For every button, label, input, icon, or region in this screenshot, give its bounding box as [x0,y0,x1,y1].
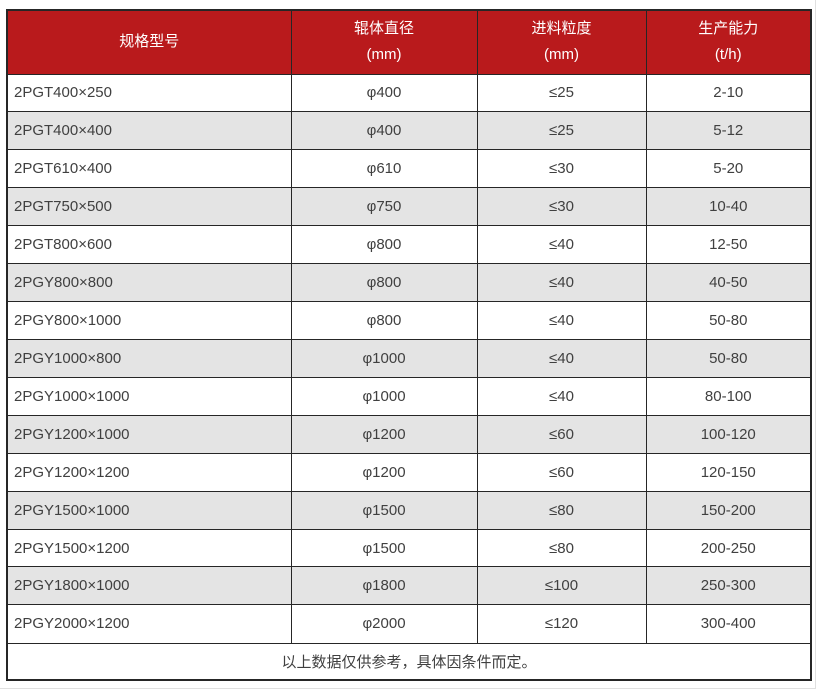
table-row: 2PGT610×400 φ610 ≤30 5-20 [6,149,812,189]
column-header-label: 生产能力 [698,20,759,38]
table-row: 2PGY800×1000 φ800 ≤40 50-80 [6,301,812,340]
value-cell: φ400 [290,111,478,151]
table-footer: 以上数据仅供参考，具体因条件而定。 [6,642,812,681]
value-cell: ≤30 [476,149,647,189]
value-cell: φ1200 [290,414,478,454]
value-cell: ≤30 [476,187,647,227]
header-row: 规格型号 辊体直径 (mm) 进料粒度 (mm) 生产能力 (t/h) [6,9,812,75]
value-cell: φ1200 [290,452,478,492]
model-cell: 2PGT750×500 [6,187,292,227]
value-cell: 250-300 [645,566,812,606]
table-row: 2PGY1500×1000 φ1500 ≤80 150-200 [6,490,812,530]
value-cell: φ1000 [290,376,478,416]
column-header-3: 生产能力 (t/h) [645,9,812,75]
model-cell: 2PGY1200×1000 [6,414,292,454]
value-cell: ≤25 [476,111,647,151]
value-cell: φ750 [290,187,478,227]
spec-table: 规格型号 辊体直径 (mm) 进料粒度 (mm) 生产能力 (t/h) 2PGT400×25… [6,9,812,681]
model-cell: 2PGY2000×1200 [6,604,292,644]
model-cell: 2PGT610×400 [6,149,292,189]
column-header-label: 辊体直径 [353,20,414,38]
table-header: 规格型号 辊体直径 (mm) 进料粒度 (mm) 生产能力 (t/h) [6,9,812,75]
model-cell: 2PGY1000×1000 [6,376,292,416]
column-header-1: 辊体直径 (mm) [290,9,478,75]
value-cell: ≤40 [476,301,647,340]
table-row: 2PGT400×250 φ400 ≤25 2-10 [6,73,812,113]
table-row: 2PGY1500×1200 φ1500 ≤80 200-250 [6,528,812,568]
value-cell: 40-50 [645,263,812,303]
value-cell: ≤120 [476,604,647,644]
column-header-unit: (mm) [366,46,402,64]
table-body: 2PGT400×250 φ400 ≤25 2-10 2PGT400×400 φ400 ≤25… [6,73,812,644]
value-cell: φ800 [290,225,478,265]
value-cell: 10-40 [645,187,812,227]
value-cell: φ800 [290,301,478,340]
value-cell: 2-10 [645,73,812,113]
table-row: 2PGY1800×1000 φ1800 ≤100 250-300 [6,566,812,606]
value-cell: 80-100 [645,376,812,416]
column-header-unit: (t/h) [714,46,742,64]
value-cell: ≤60 [476,414,647,454]
value-cell: 150-200 [645,490,812,530]
value-cell: 120-150 [645,452,812,492]
value-cell: 300-400 [645,604,812,644]
table-row: 2PGT800×600 φ800 ≤40 12-50 [6,225,812,265]
table-row: 2PGY1000×1000 φ1000 ≤40 80-100 [6,376,812,416]
model-cell: 2PGY1000×800 [6,338,292,378]
table-row: 2PGY2000×1200 φ2000 ≤120 300-400 [6,604,812,644]
table-row: 2PGT400×400 φ400 ≤25 5-12 [6,111,812,151]
model-cell: 2PGY800×1000 [6,301,292,340]
value-cell: φ400 [290,73,478,113]
value-cell: φ610 [290,149,478,189]
table-footnote: 以上数据仅供参考，具体因条件而定。 [6,642,812,681]
model-cell: 2PGT400×400 [6,111,292,151]
column-header-0: 规格型号 [6,9,292,75]
value-cell: φ1800 [290,566,478,606]
value-cell: ≤80 [476,528,647,568]
value-cell: ≤60 [476,452,647,492]
model-cell: 2PGY1200×1200 [6,452,292,492]
value-cell: ≤40 [476,225,647,265]
value-cell: ≤40 [476,338,647,378]
value-cell: 100-120 [645,414,812,454]
model-cell: 2PGY800×800 [6,263,292,303]
value-cell: φ800 [290,263,478,303]
table-row: 2PGY1200×1200 φ1200 ≤60 120-150 [6,452,812,492]
value-cell: 12-50 [645,225,812,265]
value-cell: ≤80 [476,490,647,530]
value-cell: φ2000 [290,604,478,644]
table-row: 2PGY800×800 φ800 ≤40 40-50 [6,263,812,303]
value-cell: φ1000 [290,338,478,378]
model-cell: 2PGT800×600 [6,225,292,265]
value-cell: ≤40 [476,263,647,303]
column-header-label: 规格型号 [119,33,180,51]
column-header-label: 进料粒度 [531,20,592,38]
footnote-row: 以上数据仅供参考，具体因条件而定。 [6,642,812,681]
value-cell: φ1500 [290,490,478,530]
value-cell: ≤100 [476,566,647,606]
model-cell: 2PGT400×250 [6,73,292,113]
table-row: 2PGY1200×1000 φ1200 ≤60 100-120 [6,414,812,454]
value-cell: ≤40 [476,376,647,416]
value-cell: 50-80 [645,301,812,340]
value-cell: 5-12 [645,111,812,151]
model-cell: 2PGY1500×1000 [6,490,292,530]
value-cell: ≤25 [476,73,647,113]
column-header-2: 进料粒度 (mm) [476,9,647,75]
table-row: 2PGY1000×800 φ1000 ≤40 50-80 [6,338,812,378]
value-cell: φ1500 [290,528,478,568]
model-cell: 2PGY1500×1200 [6,528,292,568]
value-cell: 200-250 [645,528,812,568]
table-row: 2PGT750×500 φ750 ≤30 10-40 [6,187,812,227]
model-cell: 2PGY1800×1000 [6,566,292,606]
value-cell: 50-80 [645,338,812,378]
column-header-unit: (mm) [544,46,579,64]
value-cell: 5-20 [645,149,812,189]
